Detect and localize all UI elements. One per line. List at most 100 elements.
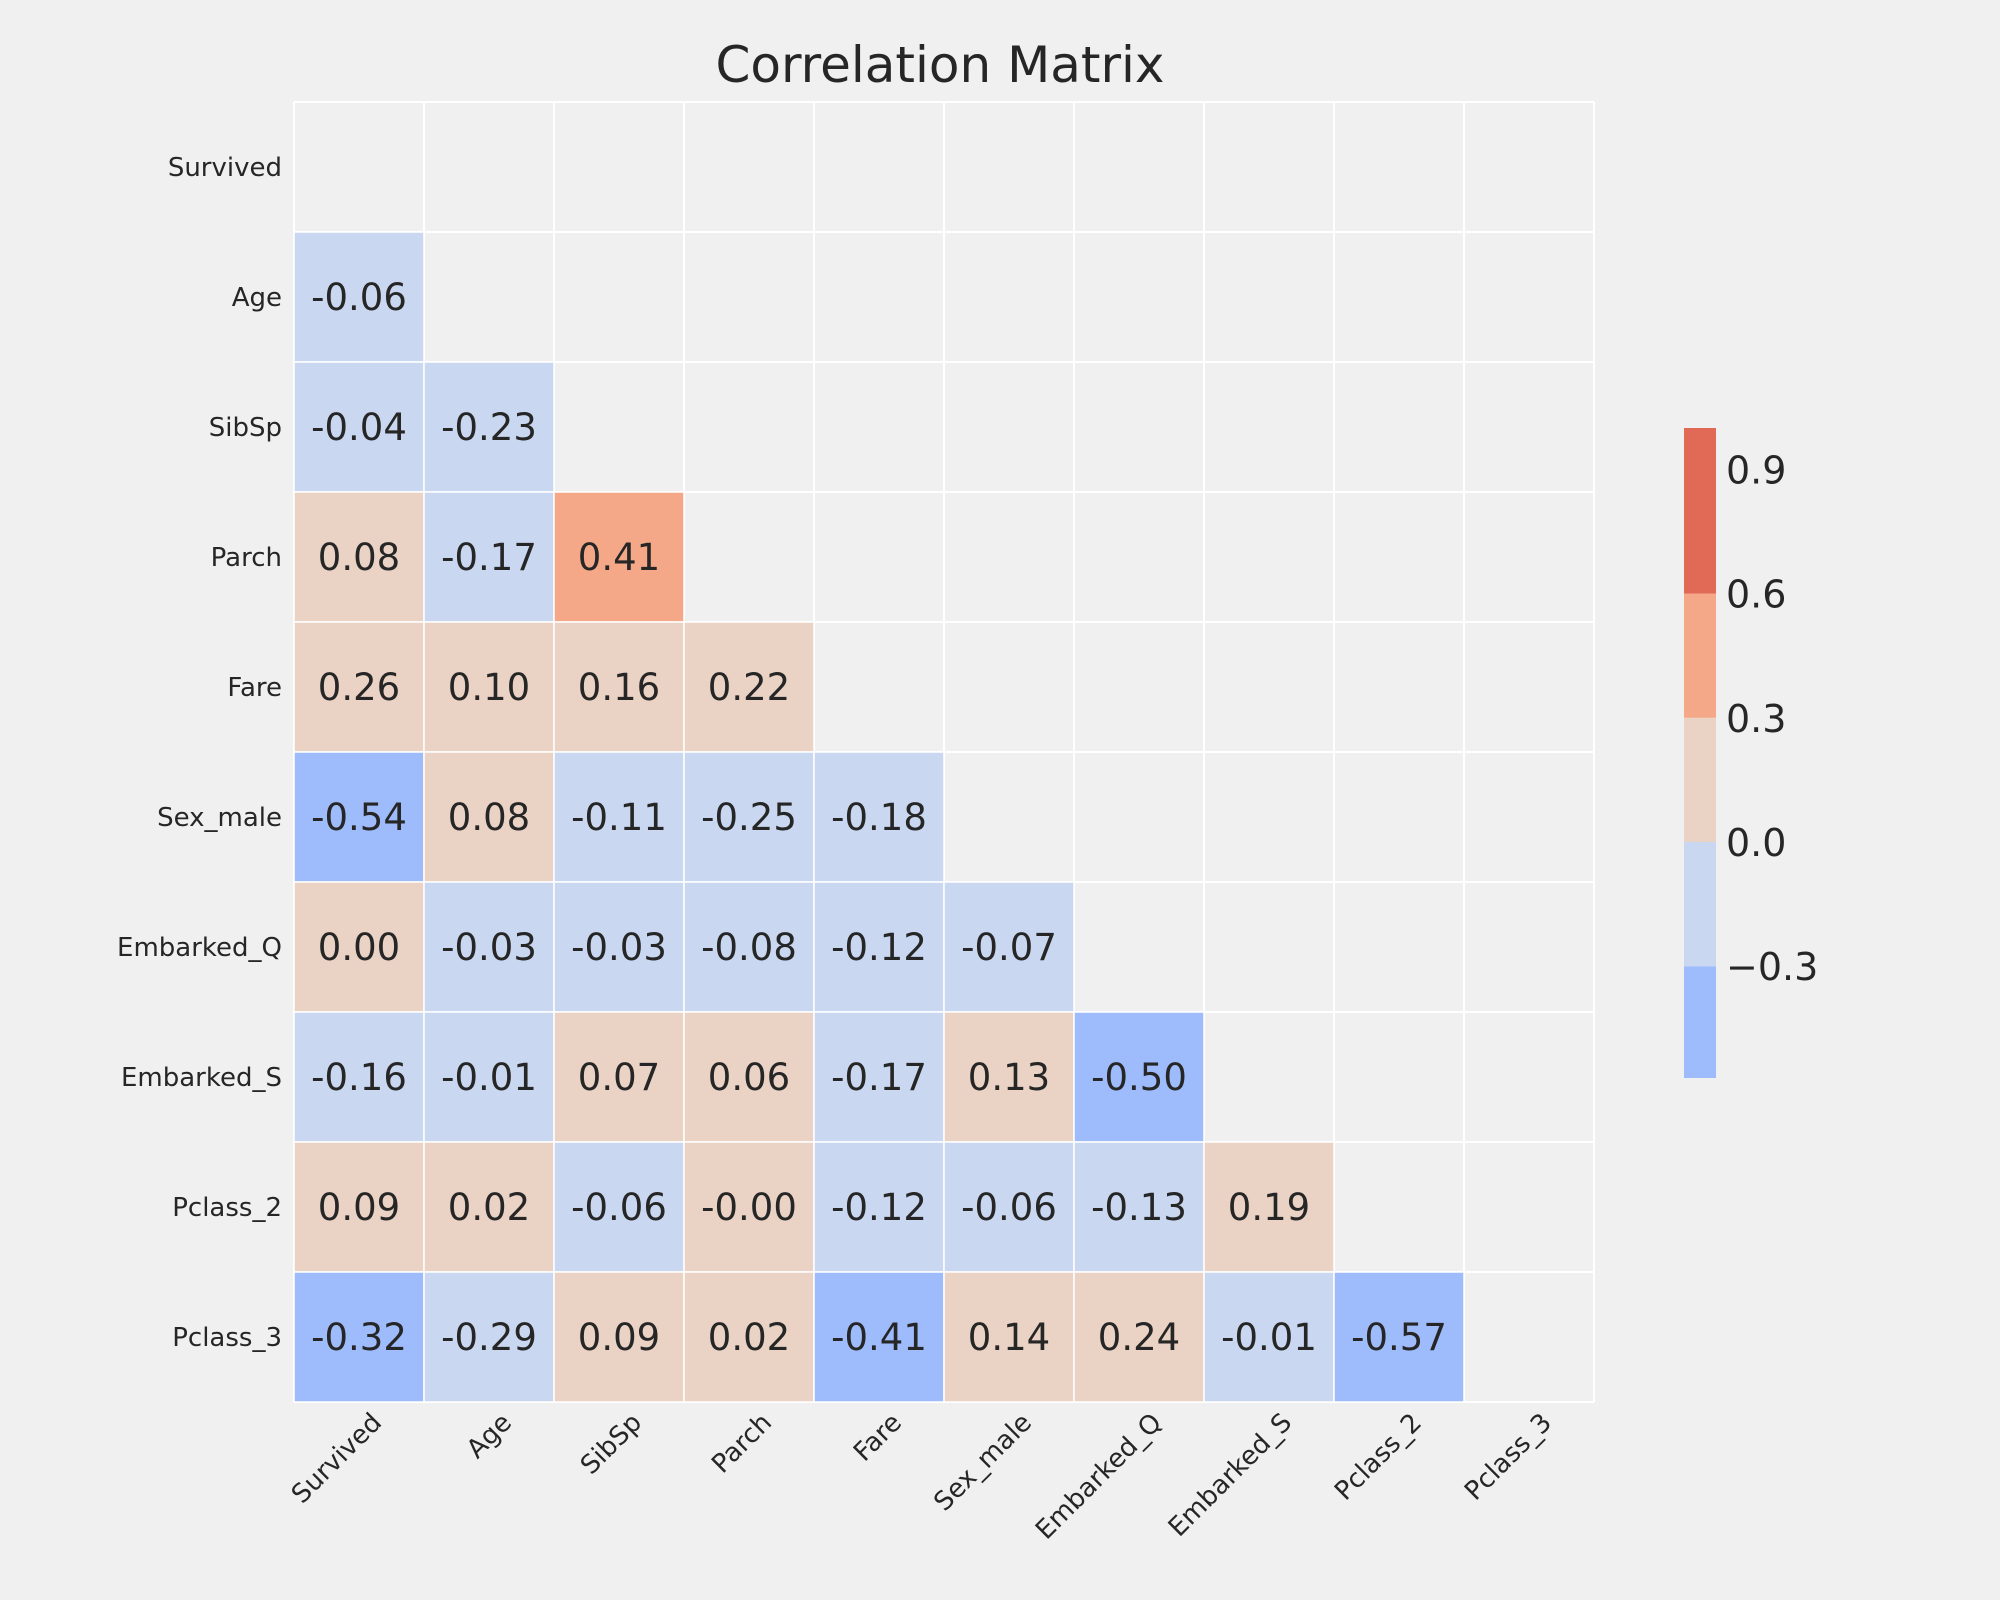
cell-value-label: -0.00 bbox=[701, 1186, 797, 1229]
cell-value-label: -0.32 bbox=[311, 1316, 407, 1359]
cell-value-label: -0.06 bbox=[961, 1186, 1057, 1229]
heatmap-cell-pclass-2-survived bbox=[293, 1141, 425, 1273]
cell-value-label: 0.02 bbox=[448, 1186, 530, 1229]
heatmap-cell-embarked-s-embarked-q bbox=[1073, 1011, 1205, 1143]
heatmap-cell-embarked-q-parch bbox=[683, 881, 815, 1013]
cell-value-label: -0.01 bbox=[441, 1056, 537, 1099]
heatmap-cell-embarked-q-fare bbox=[813, 881, 945, 1013]
row-label-fare: Fare bbox=[227, 673, 282, 703]
cell-value-label: -0.07 bbox=[961, 926, 1057, 969]
cell-value-label: -0.08 bbox=[701, 926, 797, 969]
heatmap-cell-parch-age bbox=[423, 491, 555, 623]
col-label-pclass-3: Pclass_3 bbox=[1459, 1408, 1558, 1507]
colorbar-bin bbox=[1684, 593, 1716, 718]
cell-value-label: -0.12 bbox=[831, 926, 927, 969]
cell-value-label: -0.01 bbox=[1221, 1316, 1317, 1359]
heatmap-cell-pclass-3-embarked-s bbox=[1203, 1271, 1335, 1403]
heatmap-cell-pclass-3-fare bbox=[813, 1271, 945, 1403]
cell-value-label: 0.41 bbox=[578, 536, 660, 579]
colorbar-bin bbox=[1684, 428, 1716, 594]
heatmap-cell-fare-survived bbox=[293, 621, 425, 753]
row-label-pclass-2: Pclass_2 bbox=[172, 1193, 282, 1223]
heatmap-cell-pclass-3-embarked-q bbox=[1073, 1271, 1205, 1403]
colorbar-tick-label: 0.9 bbox=[1726, 448, 1786, 492]
heatmap-cell-pclass-2-age bbox=[423, 1141, 555, 1273]
heatmap-cell-embarked-q-sibsp bbox=[553, 881, 685, 1013]
cell-value-label: -0.12 bbox=[831, 1186, 927, 1229]
heatmap-cell-fare-parch bbox=[683, 621, 815, 753]
cell-value-label: -0.57 bbox=[1351, 1316, 1447, 1359]
cell-layer: -0.06 -0.04 -0.23 0.08 -0.17 0.41 0.26 0.10 0.16… bbox=[293, 231, 1465, 1403]
col-label-sibsp: SibSp bbox=[575, 1408, 648, 1481]
row-label-embarked-s: Embarked_S bbox=[121, 1063, 282, 1093]
cell-value-label: -0.16 bbox=[311, 1056, 407, 1099]
row-label-sibsp: SibSp bbox=[209, 413, 282, 443]
col-label-fare: Fare bbox=[848, 1408, 908, 1468]
heatmap-cell-embarked-s-parch bbox=[683, 1011, 815, 1143]
cell-value-label: 0.06 bbox=[708, 1056, 790, 1099]
cell-value-label: -0.41 bbox=[831, 1316, 927, 1359]
heatmap-cell-embarked-s-age bbox=[423, 1011, 555, 1143]
heatmap-cell-sex-male-age bbox=[423, 751, 555, 883]
cell-value-label: 0.08 bbox=[448, 796, 530, 839]
col-label-pclass-2: Pclass_2 bbox=[1329, 1408, 1428, 1507]
row-label-parch: Parch bbox=[211, 543, 282, 573]
heatmap-cell-sex-male-parch bbox=[683, 751, 815, 883]
heatmap-cell-pclass-3-pclass-2 bbox=[1333, 1271, 1465, 1403]
cell-value-label: -0.06 bbox=[571, 1186, 667, 1229]
cell-value-label: -0.29 bbox=[441, 1316, 537, 1359]
cell-value-label: -0.11 bbox=[571, 796, 667, 839]
cell-value-label: 0.09 bbox=[318, 1186, 400, 1229]
heatmap-cell-sex-male-sibsp bbox=[553, 751, 685, 883]
cell-value-label: 0.19 bbox=[1228, 1186, 1310, 1229]
col-label-embarked-q: Embarked_Q bbox=[1030, 1408, 1168, 1546]
cell-value-label: -0.17 bbox=[441, 536, 537, 579]
cell-value-label: 0.13 bbox=[968, 1056, 1050, 1099]
heatmap-cell-embarked-q-survived bbox=[293, 881, 425, 1013]
cell-value-label: -0.03 bbox=[571, 926, 667, 969]
cell-value-label: -0.06 bbox=[311, 276, 407, 319]
cell-value-label: 0.09 bbox=[578, 1316, 660, 1359]
colorbar-tick-label: 0.0 bbox=[1726, 821, 1786, 865]
heatmap-cell-pclass-3-survived bbox=[293, 1271, 425, 1403]
heatmap-cell-fare-age bbox=[423, 621, 555, 753]
heatmap-cell-pclass-2-sibsp bbox=[553, 1141, 685, 1273]
colorbar-tick-label: 0.3 bbox=[1726, 697, 1786, 741]
cell-value-label: 0.08 bbox=[318, 536, 400, 579]
cell-value-label: 0.00 bbox=[318, 926, 400, 969]
col-label-survived: Survived bbox=[286, 1408, 388, 1510]
colorbar-tick-label: 0.6 bbox=[1726, 573, 1786, 617]
cell-value-label: 0.22 bbox=[708, 666, 790, 709]
cell-value-label: 0.10 bbox=[448, 666, 530, 709]
heatmap-cell-embarked-q-sex-male bbox=[943, 881, 1075, 1013]
cell-value-label: -0.13 bbox=[1091, 1186, 1187, 1229]
colorbar: 0.9 0.6 0.3 0.0 −0.3 bbox=[1684, 428, 1818, 1078]
cell-value-label: -0.23 bbox=[441, 406, 537, 449]
cell-value-label: -0.25 bbox=[701, 796, 797, 839]
heatmap-cell-pclass-2-parch bbox=[683, 1141, 815, 1273]
row-label-embarked-q: Embarked_Q bbox=[117, 933, 282, 963]
cell-value-label: -0.04 bbox=[311, 406, 407, 449]
row-label-pclass-3: Pclass_3 bbox=[172, 1323, 282, 1353]
cell-value-label: 0.24 bbox=[1098, 1316, 1180, 1359]
colorbar-bin bbox=[1684, 717, 1716, 843]
colorbar-tick-label: −0.3 bbox=[1726, 945, 1818, 989]
heatmap-cell-embarked-s-sibsp bbox=[553, 1011, 685, 1143]
row-label-sex-male: Sex_male bbox=[157, 803, 282, 833]
heatmap-cell-sex-male-survived bbox=[293, 751, 425, 883]
cell-value-label: -0.54 bbox=[311, 796, 407, 839]
cell-value-label: 0.14 bbox=[968, 1316, 1050, 1359]
cell-value-label: -0.03 bbox=[441, 926, 537, 969]
heatmap-cell-sibsp-age bbox=[423, 361, 555, 493]
heatmap-cell-parch-sibsp bbox=[553, 491, 685, 623]
heatmap-cell-parch-survived bbox=[293, 491, 425, 623]
heatmap-cell-pclass-3-sibsp bbox=[553, 1271, 685, 1403]
col-label-sex-male: Sex_male bbox=[928, 1408, 1038, 1518]
cell-value-label: -0.50 bbox=[1091, 1056, 1187, 1099]
col-label-parch: Parch bbox=[706, 1408, 778, 1480]
chart-title: Correlation Matrix bbox=[715, 36, 1164, 94]
cell-value-label: 0.02 bbox=[708, 1316, 790, 1359]
cell-value-label: 0.16 bbox=[578, 666, 660, 709]
